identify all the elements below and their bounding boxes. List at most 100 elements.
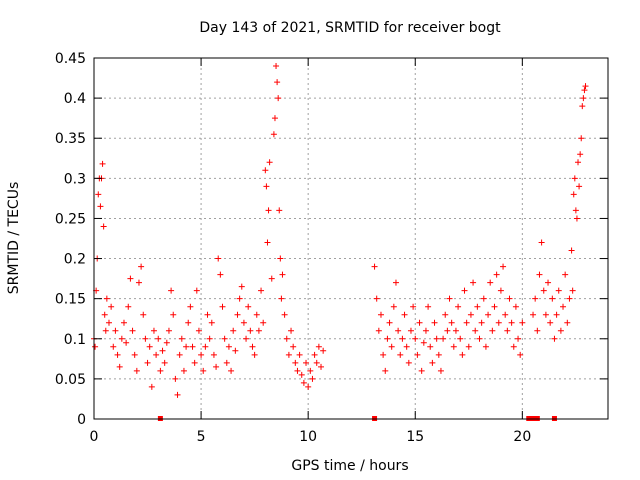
data-point (560, 303, 567, 310)
data-point (487, 279, 494, 286)
data-point (263, 183, 270, 190)
data-point (262, 167, 269, 174)
data-point (133, 367, 140, 374)
data-point (198, 351, 205, 358)
data-point (446, 295, 453, 302)
data-point (382, 367, 389, 374)
data-point (163, 339, 170, 346)
data-point (467, 311, 474, 318)
axis-ticks (93, 57, 608, 420)
data-point (545, 279, 552, 286)
x-tick-labels: 0 5 10 15 20 (90, 429, 532, 445)
data-point (570, 191, 577, 198)
data-point (219, 303, 226, 310)
data-point (395, 327, 402, 334)
data-point (448, 319, 455, 326)
data-point (97, 203, 104, 210)
data-point (315, 343, 322, 350)
data-point (497, 287, 504, 294)
data-point (271, 115, 278, 122)
data-point (435, 351, 442, 358)
data-point (422, 327, 429, 334)
data-point (101, 311, 108, 318)
x-tick-label: 20 (513, 429, 531, 445)
data-points (91, 63, 589, 398)
data-point (375, 327, 382, 334)
data-point (508, 319, 515, 326)
data-point (465, 343, 472, 350)
data-point (461, 287, 468, 294)
data-point (285, 351, 292, 358)
data-point (100, 223, 107, 230)
data-point (232, 347, 239, 354)
data-point (180, 367, 187, 374)
data-point (140, 311, 147, 318)
data-point (416, 319, 423, 326)
data-point (165, 327, 172, 334)
data-point (579, 103, 586, 110)
data-point (146, 343, 153, 350)
data-point (193, 287, 200, 294)
data-point (320, 347, 327, 354)
data-point (290, 343, 297, 350)
data-point (459, 351, 466, 358)
data-point (536, 271, 543, 278)
y-tick-label: 0.45 (55, 51, 86, 67)
data-point (431, 319, 438, 326)
y-tick-label: 0.05 (55, 372, 86, 388)
data-point (305, 383, 312, 390)
data-point (380, 351, 387, 358)
data-point (270, 131, 277, 138)
data-point (144, 359, 151, 366)
data-point (292, 359, 299, 366)
data-point (260, 319, 267, 326)
y-tick-label: 0.35 (55, 131, 86, 147)
data-point (243, 335, 250, 342)
data-point (277, 255, 284, 262)
data-point (230, 327, 237, 334)
data-point (206, 335, 213, 342)
data-point (300, 379, 307, 386)
data-point (234, 311, 241, 318)
data-point (530, 311, 537, 318)
data-point (114, 351, 121, 358)
data-point (455, 303, 462, 310)
data-point (268, 275, 275, 282)
data-point (495, 319, 502, 326)
data-point (294, 367, 301, 374)
data-point (112, 327, 119, 334)
data-point (253, 311, 260, 318)
data-point (318, 363, 325, 370)
data-point (401, 311, 408, 318)
data-point (311, 351, 318, 358)
data-point (427, 343, 434, 350)
data-point (204, 311, 211, 318)
data-point (189, 343, 196, 350)
data-point (155, 335, 162, 342)
data-point (542, 311, 549, 318)
data-point (538, 239, 545, 246)
chart-title: Day 143 of 2021, SRMTID for receiver bog… (199, 20, 501, 36)
data-point (125, 303, 132, 310)
data-point (442, 311, 449, 318)
data-point (555, 287, 562, 294)
data-point (265, 207, 272, 214)
data-point (414, 351, 421, 358)
data-point (168, 287, 175, 294)
data-point (296, 351, 303, 358)
data-point (429, 359, 436, 366)
data-point (276, 207, 283, 214)
data-point (303, 359, 310, 366)
x-tick-label: 10 (299, 429, 317, 445)
data-point (187, 303, 194, 310)
data-point (547, 319, 554, 326)
data-point (564, 319, 571, 326)
data-point (123, 339, 130, 346)
y-tick-label: 0 (77, 412, 86, 428)
data-point (202, 343, 209, 350)
data-point (278, 295, 285, 302)
data-point (472, 327, 479, 334)
data-point (288, 327, 295, 334)
data-point (517, 351, 524, 358)
y-tick-label: 0.2 (64, 252, 86, 268)
